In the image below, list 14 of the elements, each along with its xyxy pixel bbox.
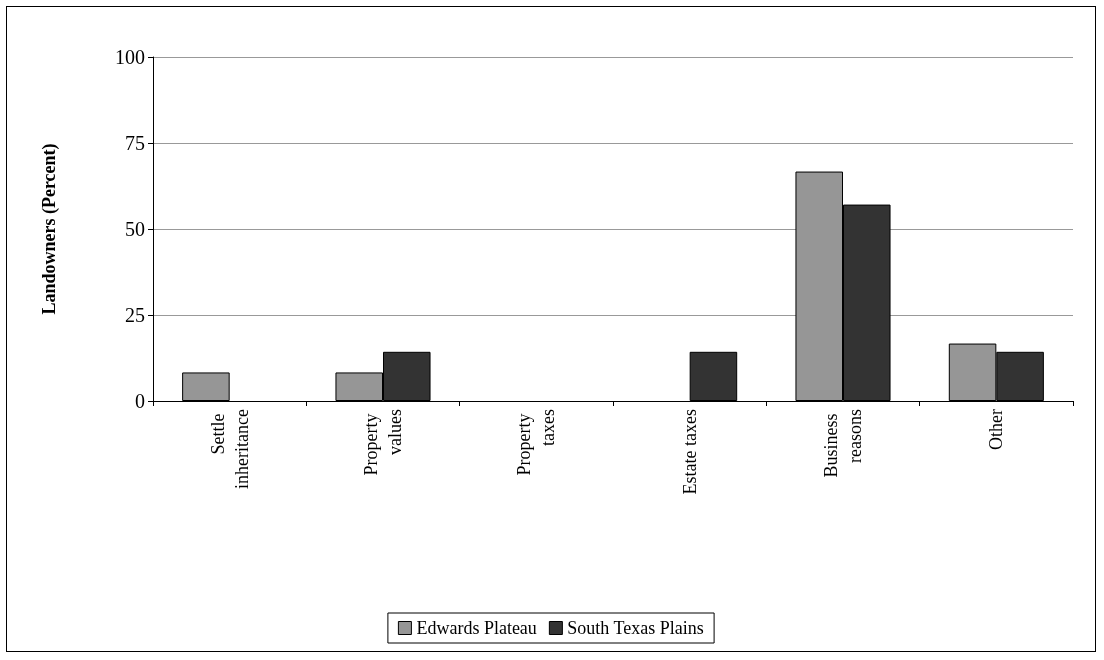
x-tick-label: Settle inheritance — [207, 409, 252, 489]
x-tick-label: Property taxes — [514, 409, 559, 476]
legend-label: Edwards Plateau — [416, 618, 537, 638]
x-tick-label: Estate taxes — [679, 409, 700, 495]
x-tick-label: Other — [986, 409, 1007, 450]
y-tick-label: 25 — [125, 304, 145, 326]
x-tick-label: Property values — [361, 409, 405, 476]
y-axis-title: Landowners (Percent) — [39, 143, 60, 315]
x-tick-label: Business reasons — [821, 409, 865, 478]
y-tick-label: 50 — [125, 218, 145, 240]
y-tick-label: 0 — [135, 390, 145, 412]
legend-label: South Texas Plains — [567, 618, 704, 638]
y-tick-label: 100 — [115, 46, 145, 68]
y-tick-label: 75 — [125, 132, 145, 154]
